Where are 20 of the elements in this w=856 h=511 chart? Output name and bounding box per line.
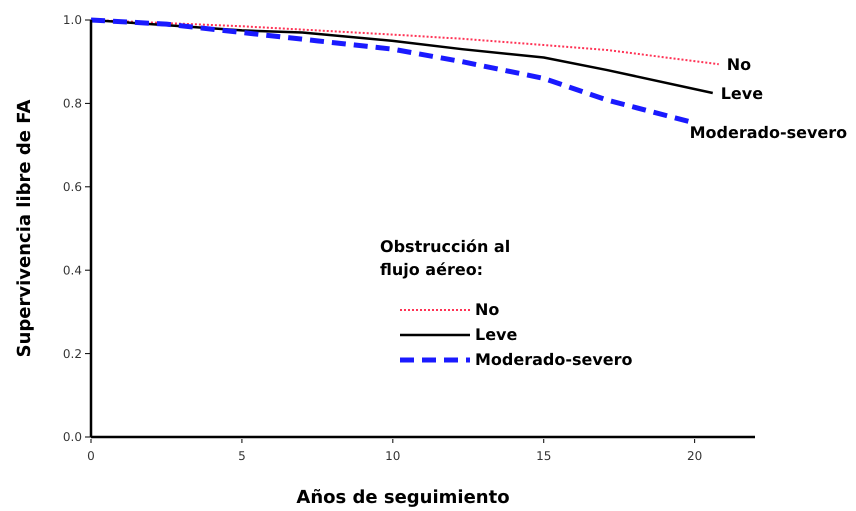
y-tick-label: 1.0 <box>62 13 82 28</box>
text: Leve <box>720 84 764 103</box>
x-axis-title: Años de seguimiento <box>296 487 510 508</box>
y-tick-label: 0.2 <box>62 346 82 361</box>
y-tick-label: 0.8 <box>62 96 82 111</box>
y-tick-label: 0.4 <box>62 263 82 278</box>
x-tick-label: 15 <box>536 449 552 463</box>
legend-title: Obstrucción al flujo aéreo: <box>380 237 510 280</box>
y-tick-label: 0.0 <box>62 430 82 444</box>
y-axis-title: Supervivencia libre de FA <box>14 100 35 358</box>
text: Moderado-severo <box>690 123 848 142</box>
legend-label: Moderado-severo <box>475 350 633 369</box>
text: No <box>726 55 752 74</box>
y-tick-label: 0.6 <box>62 180 82 194</box>
x-tick-label: 20 <box>686 449 702 463</box>
legend-label: No <box>475 300 500 319</box>
x-tick-label: 0 <box>87 449 95 463</box>
x-tick-label: 10 <box>385 449 400 463</box>
legend-label: Leve <box>475 325 518 344</box>
x-tick-label: 5 <box>238 449 246 463</box>
